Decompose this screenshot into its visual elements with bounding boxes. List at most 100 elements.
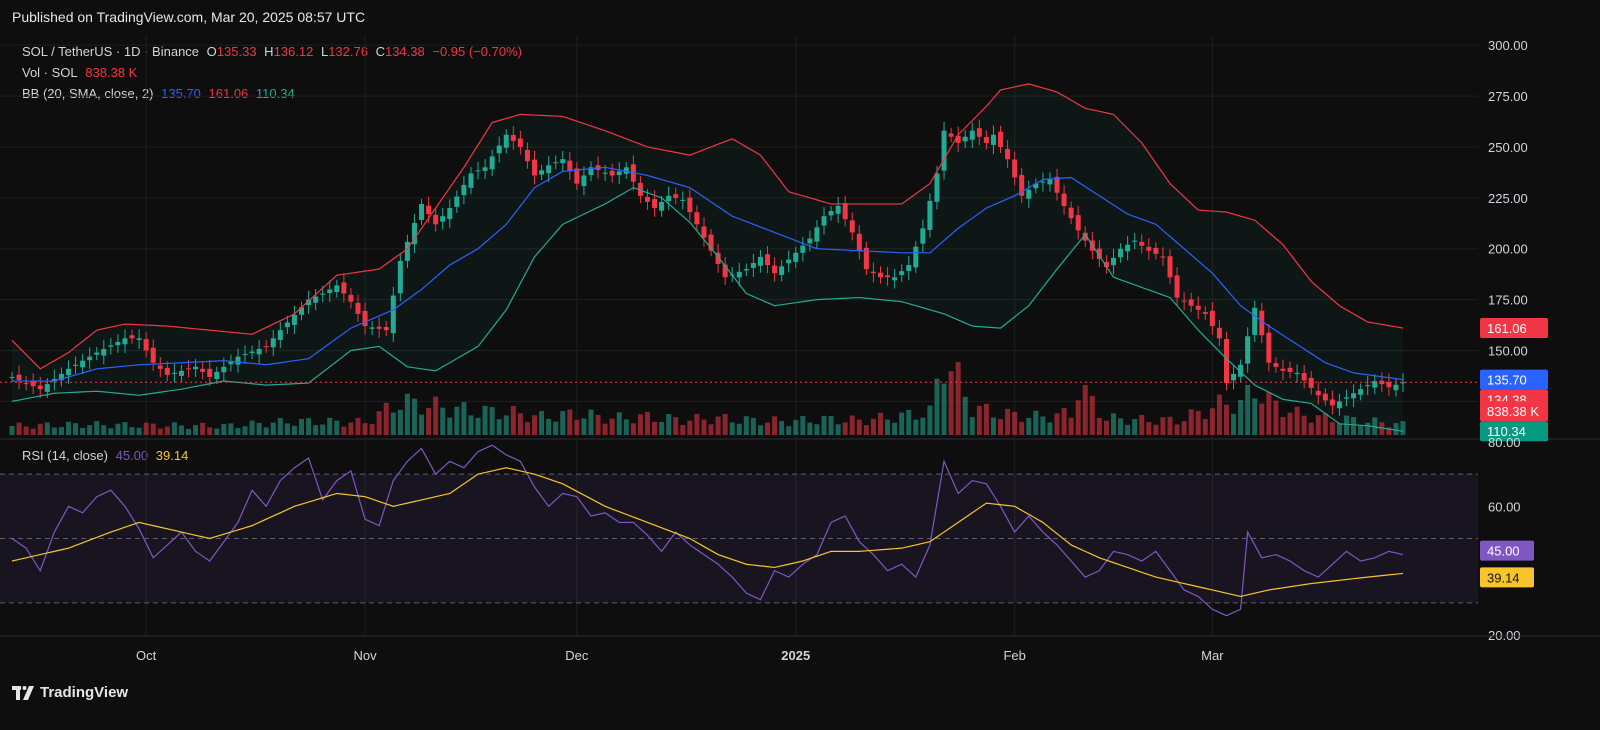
high-value: 136.12 bbox=[273, 44, 314, 59]
candle-body bbox=[1336, 401, 1342, 409]
candle-body bbox=[863, 247, 869, 270]
rsi-label[interactable]: RSI (14, close) bbox=[22, 448, 108, 463]
candle-body bbox=[715, 252, 721, 264]
candle-body bbox=[532, 159, 538, 176]
tradingview-logo-icon bbox=[12, 685, 34, 700]
volume-bar bbox=[941, 383, 947, 435]
volume-bar bbox=[411, 398, 417, 435]
volume-bar bbox=[1125, 424, 1131, 435]
volume-bar bbox=[934, 378, 940, 435]
candle-body bbox=[1033, 183, 1039, 189]
volume-bar bbox=[433, 396, 439, 435]
bb-lower-value: 110.34 bbox=[255, 86, 295, 101]
candle-body bbox=[814, 227, 820, 242]
volume-bar bbox=[327, 417, 333, 435]
volume-bar bbox=[320, 424, 326, 435]
candle-body bbox=[362, 310, 368, 327]
volume-bar bbox=[376, 411, 382, 435]
candle-body bbox=[553, 162, 559, 164]
volume-bar bbox=[1386, 427, 1392, 435]
candle-body bbox=[1111, 257, 1117, 266]
bb-label[interactable]: BB (20, SMA, close, 2) bbox=[22, 86, 154, 101]
open-value: 135.33 bbox=[216, 44, 257, 59]
candle-body bbox=[673, 194, 679, 198]
candle-body bbox=[200, 368, 206, 372]
volume-bar bbox=[122, 421, 128, 435]
symbol-name[interactable]: SOL / TetherUS · 1D · Binance bbox=[22, 44, 200, 59]
candle-body bbox=[320, 293, 326, 295]
volume-bar bbox=[108, 428, 114, 435]
volume-bar bbox=[1103, 420, 1109, 435]
volume-bar bbox=[397, 409, 403, 435]
candle-body bbox=[256, 348, 262, 355]
volume-bar bbox=[1012, 411, 1018, 435]
candle-body bbox=[1231, 373, 1237, 381]
volume-bar bbox=[1054, 413, 1060, 435]
candle-body bbox=[948, 133, 954, 137]
candle-body bbox=[539, 170, 545, 175]
price-tick-label: 150.00 bbox=[1488, 344, 1528, 359]
candle-body bbox=[1252, 307, 1258, 335]
volume-bar bbox=[553, 421, 559, 435]
price-marker-label: 134.38 bbox=[1487, 393, 1527, 408]
candle-body bbox=[1358, 389, 1364, 395]
candle-body bbox=[1266, 332, 1272, 363]
price-marker-label: 135.70 bbox=[1487, 373, 1527, 388]
volume-bar bbox=[503, 415, 509, 435]
candle-body bbox=[129, 335, 135, 339]
candle-body bbox=[1322, 393, 1328, 401]
candle-body bbox=[701, 226, 707, 238]
volume-bar bbox=[807, 422, 813, 435]
candle-body bbox=[560, 159, 566, 164]
candle-body bbox=[249, 351, 255, 354]
volume-bar bbox=[468, 415, 474, 435]
candle-body bbox=[574, 168, 580, 184]
price-marker bbox=[1480, 421, 1548, 442]
candle-body bbox=[235, 356, 241, 365]
candle-body bbox=[835, 205, 841, 214]
price-tick-label: 175.00 bbox=[1488, 293, 1528, 308]
candle-body bbox=[616, 171, 622, 176]
volume-bar bbox=[517, 413, 523, 435]
time-tick-label: Mar bbox=[1201, 648, 1224, 663]
candle-body bbox=[694, 212, 700, 225]
volume-bar bbox=[680, 425, 686, 435]
candle-body bbox=[186, 368, 192, 370]
candle-body bbox=[475, 170, 481, 172]
volume-bar bbox=[16, 422, 22, 435]
candle-body bbox=[962, 136, 968, 142]
volume-bar bbox=[1308, 422, 1314, 435]
candle-body bbox=[856, 233, 862, 251]
volume-bar bbox=[983, 403, 989, 435]
volume-bar bbox=[666, 413, 672, 435]
candle-body bbox=[23, 383, 29, 385]
volume-bar bbox=[694, 413, 700, 435]
candle-body bbox=[722, 264, 728, 278]
candle-body bbox=[644, 196, 650, 202]
candle-body bbox=[637, 183, 643, 196]
candle-body bbox=[228, 361, 234, 365]
volume-bar bbox=[899, 412, 905, 435]
volume-bar bbox=[637, 414, 643, 435]
candle-body bbox=[524, 149, 530, 162]
volume-bar bbox=[186, 428, 192, 435]
time-tick-label: Oct bbox=[136, 648, 157, 663]
candle-body bbox=[65, 368, 71, 376]
volume-bar bbox=[334, 420, 340, 435]
tradingview-brand[interactable]: TradingView bbox=[12, 684, 128, 701]
volume-bar bbox=[496, 419, 502, 435]
candle-body bbox=[990, 134, 996, 145]
volume-bar bbox=[355, 417, 361, 435]
candle-body bbox=[30, 381, 36, 387]
volume-label[interactable]: Vol · SOL bbox=[22, 65, 78, 80]
candle-body bbox=[609, 170, 615, 176]
high-label: H bbox=[264, 44, 274, 59]
volume-bar bbox=[659, 421, 665, 435]
candle-body bbox=[284, 322, 290, 328]
candle-body bbox=[468, 173, 474, 188]
candle-body bbox=[150, 347, 156, 363]
candle-body bbox=[263, 346, 269, 348]
volume-bar bbox=[736, 423, 742, 435]
volume-bar bbox=[588, 409, 594, 435]
